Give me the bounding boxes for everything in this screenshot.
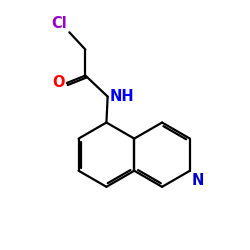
Text: N: N [191,173,203,188]
Text: NH: NH [110,89,134,104]
Text: O: O [52,76,64,90]
Text: Cl: Cl [52,16,67,31]
